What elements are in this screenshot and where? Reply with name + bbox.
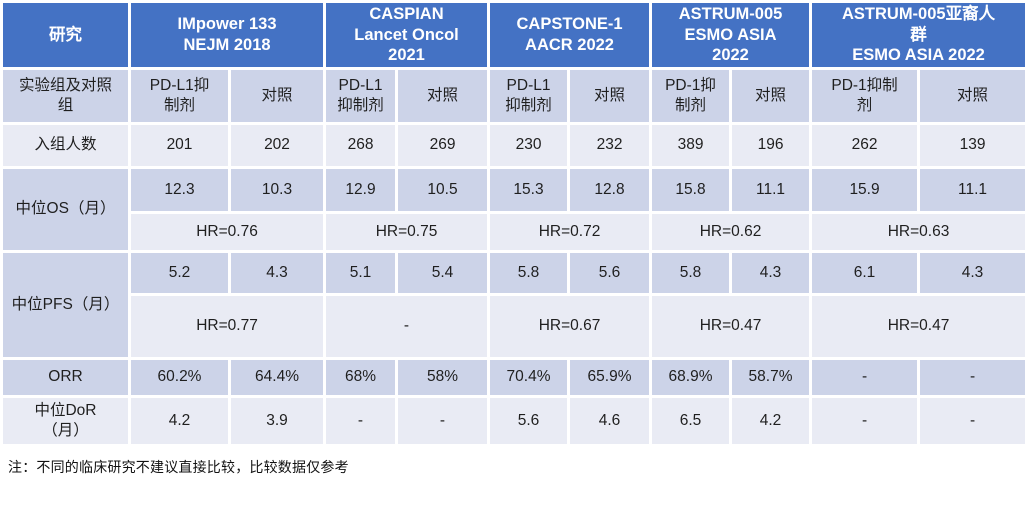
pfs-value-cell: 5.8 <box>649 249 733 296</box>
arm-cell: 对照 <box>567 66 653 125</box>
dor-cell: - <box>917 394 1025 447</box>
pfs-value-cell: 5.1 <box>323 249 399 296</box>
enrollment-cell: 230 <box>487 121 571 169</box>
os-value-cell: 10.5 <box>395 165 491 214</box>
enrollment-cell: 262 <box>809 121 921 169</box>
dor-cell: 3.9 <box>227 394 327 447</box>
clinical-trial-comparison-table: 研究 IMpower 133 NEJM 2018 CASPIAN Lancet … <box>0 0 1025 447</box>
orr-cell: 64.4% <box>227 356 327 398</box>
os-hr-cell: HR=0.62 <box>649 210 813 253</box>
os-values-row: 中位OS（月） 12.3 10.3 12.9 10.5 15.3 12.8 15… <box>0 165 1025 253</box>
row-label-median-dor: 中位DoR （月） <box>0 394 131 447</box>
orr-cell: 65.9% <box>567 356 653 398</box>
pfs-value-cell: 5.6 <box>567 249 653 296</box>
os-value-cell: 15.8 <box>649 165 733 214</box>
study-column-header: 研究 <box>0 0 131 70</box>
orr-cell: 68% <box>323 356 399 398</box>
study-header-capstone1: CAPSTONE-1 AACR 2022 <box>487 0 653 70</box>
os-value-cell: 11.1 <box>917 165 1025 214</box>
pfs-hr-cell: HR=0.47 <box>649 292 813 360</box>
study-header-caspian: CASPIAN Lancet Oncol 2021 <box>323 0 491 70</box>
os-value-cell: 12.8 <box>567 165 653 214</box>
row-label-enrollment: 入组人数 <box>0 121 131 169</box>
os-value-cell: 12.9 <box>323 165 399 214</box>
row-label-median-pfs: 中位PFS（月） <box>0 249 131 360</box>
row-label-orr: ORR <box>0 356 131 398</box>
orr-cell: 70.4% <box>487 356 571 398</box>
pfs-value-cell: 5.2 <box>128 249 231 296</box>
study-header-astrum005: ASTRUM-005 ESMO ASIA 2022 <box>649 0 813 70</box>
arms-row: 实验组及对照 组 PD-L1抑 制剂 对照 PD-L1 抑制剂 对照 PD-L1… <box>0 66 1025 125</box>
enrollment-cell: 269 <box>395 121 491 169</box>
orr-cell: 60.2% <box>128 356 231 398</box>
study-header-astrum005-asian: ASTRUM-005亚裔人 群 ESMO ASIA 2022 <box>809 0 1025 70</box>
pfs-value-cell: 6.1 <box>809 249 921 296</box>
arm-cell: 对照 <box>395 66 491 125</box>
dor-cell: 6.5 <box>649 394 733 447</box>
os-hr-row: HR=0.76 HR=0.75 HR=0.72 HR=0.62 HR=0.63 <box>2 210 1025 253</box>
arm-cell: PD-L1抑 制剂 <box>128 66 231 125</box>
os-hr-cell: HR=0.72 <box>487 210 653 253</box>
os-hr-cell: HR=0.76 <box>127 210 327 253</box>
orr-cell: 58% <box>395 356 491 398</box>
row-label-median-os: 中位OS（月） <box>0 165 131 253</box>
os-hr-cell: HR=0.63 <box>809 210 1025 253</box>
enrollment-cell: 139 <box>917 121 1025 169</box>
os-hr-cell: HR=0.75 <box>323 210 491 253</box>
orr-cell: 68.9% <box>649 356 733 398</box>
enrollment-cell: 196 <box>729 121 813 169</box>
dor-cell: 4.2 <box>729 394 813 447</box>
enrollment-cell: 268 <box>323 121 399 169</box>
enrollment-cell: 201 <box>128 121 231 169</box>
arm-cell: 对照 <box>227 66 327 125</box>
arm-cell: PD-1抑制 剂 <box>809 66 921 125</box>
os-value-cell: 11.1 <box>729 165 813 214</box>
orr-cell: 58.7% <box>729 356 813 398</box>
os-value-cell: 15.9 <box>809 165 921 214</box>
pfs-hr-row: HR=0.77 - HR=0.67 HR=0.47 HR=0.47 <box>2 292 1025 360</box>
orr-cell: - <box>809 356 921 398</box>
pfs-hr-cell: - <box>323 292 491 360</box>
dor-cell: - <box>809 394 921 447</box>
dor-cell: 4.6 <box>567 394 653 447</box>
pfs-value-cell: 5.8 <box>487 249 571 296</box>
dor-cell: 5.6 <box>487 394 571 447</box>
enrollment-row: 入组人数 201 202 268 269 230 232 389 196 262… <box>0 121 1025 169</box>
table-header-row: 研究 IMpower 133 NEJM 2018 CASPIAN Lancet … <box>0 0 1025 70</box>
dor-cell: - <box>395 394 491 447</box>
row-label-arms: 实验组及对照 组 <box>0 66 131 125</box>
pfs-value-cell: 4.3 <box>729 249 813 296</box>
pfs-values-row: 中位PFS（月） 5.2 4.3 5.1 5.4 5.8 5.6 5.8 4.3… <box>0 249 1025 360</box>
pfs-hr-cell: HR=0.47 <box>809 292 1025 360</box>
enrollment-cell: 202 <box>227 121 327 169</box>
footnote: 注：不同的临床研究不建议直接比较，比较数据仅参考 <box>8 458 349 475</box>
os-value-cell: 12.3 <box>128 165 231 214</box>
arm-cell: PD-L1 抑制剂 <box>323 66 399 125</box>
pfs-value-cell: 4.3 <box>227 249 327 296</box>
enrollment-cell: 389 <box>649 121 733 169</box>
enrollment-cell: 232 <box>567 121 653 169</box>
arm-cell: 对照 <box>917 66 1025 125</box>
pfs-hr-cell: HR=0.67 <box>487 292 653 360</box>
pfs-value-cell: 5.4 <box>395 249 491 296</box>
dor-cell: 4.2 <box>128 394 231 447</box>
arm-cell: 对照 <box>729 66 813 125</box>
dor-cell: - <box>323 394 399 447</box>
pfs-hr-cell: HR=0.77 <box>127 292 327 360</box>
os-value-cell: 10.3 <box>227 165 327 214</box>
os-value-cell: 15.3 <box>487 165 571 214</box>
arm-cell: PD-1抑 制剂 <box>649 66 733 125</box>
study-header-impower133: IMpower 133 NEJM 2018 <box>127 0 327 70</box>
orr-row: ORR 60.2% 64.4% 68% 58% 70.4% 65.9% 68.9… <box>0 356 1025 398</box>
pfs-value-cell: 4.3 <box>917 249 1025 296</box>
dor-row: 中位DoR （月） 4.2 3.9 - - 5.6 4.6 6.5 4.2 - … <box>0 394 1025 447</box>
arm-cell: PD-L1 抑制剂 <box>487 66 571 125</box>
orr-cell: - <box>917 356 1025 398</box>
